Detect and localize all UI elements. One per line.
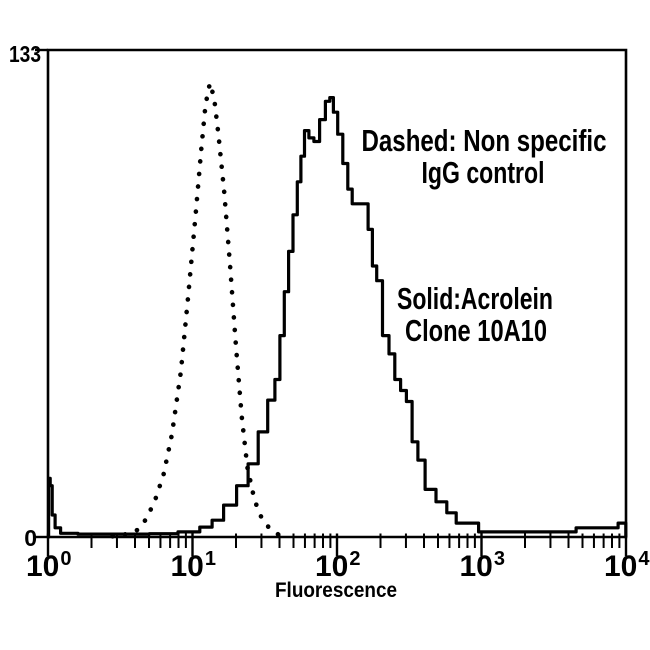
non-specific-igg-control-curve (110, 80, 288, 539)
tick-exponent: 0 (60, 548, 71, 570)
tick-base: 10 (171, 550, 204, 583)
annotation-dashed-line2: IgG control (422, 155, 545, 190)
annotation-dashed-line1: Dashed: Non specific (362, 123, 607, 158)
x-axis-tick-label-1e0: 100 (26, 548, 72, 583)
x-axis-tick-label-1e2: 102 (315, 548, 361, 583)
tick-base: 10 (460, 550, 493, 583)
x-axis-tick-label-1e1: 101 (171, 548, 217, 583)
annotation-solid-line1: Solid:Acrolein (397, 281, 553, 316)
tick-base: 10 (604, 550, 637, 583)
tick-exponent: 4 (638, 548, 650, 570)
tick-base: 10 (315, 550, 348, 583)
x-axis-title: Fluorescence (275, 579, 397, 602)
y-axis-min-label: 0 (24, 525, 37, 551)
x-axis-tick-label-1e3: 103 (460, 548, 506, 583)
tick-exponent: 1 (205, 548, 216, 570)
x-axis-tick-label-1e4: 104 (604, 548, 650, 583)
series-layer (47, 80, 628, 539)
tick-base: 10 (26, 550, 59, 583)
tick-exponent: 2 (349, 548, 360, 570)
axes-layer (35, 48, 628, 556)
tick-exponent: 3 (494, 548, 505, 570)
y-axis-max-label: 133 (9, 41, 41, 67)
acrolein-clone-10a10-curve (47, 96, 628, 539)
plot-frame (46, 48, 628, 539)
annotation-solid-line2: Clone 10A10 (405, 313, 547, 348)
